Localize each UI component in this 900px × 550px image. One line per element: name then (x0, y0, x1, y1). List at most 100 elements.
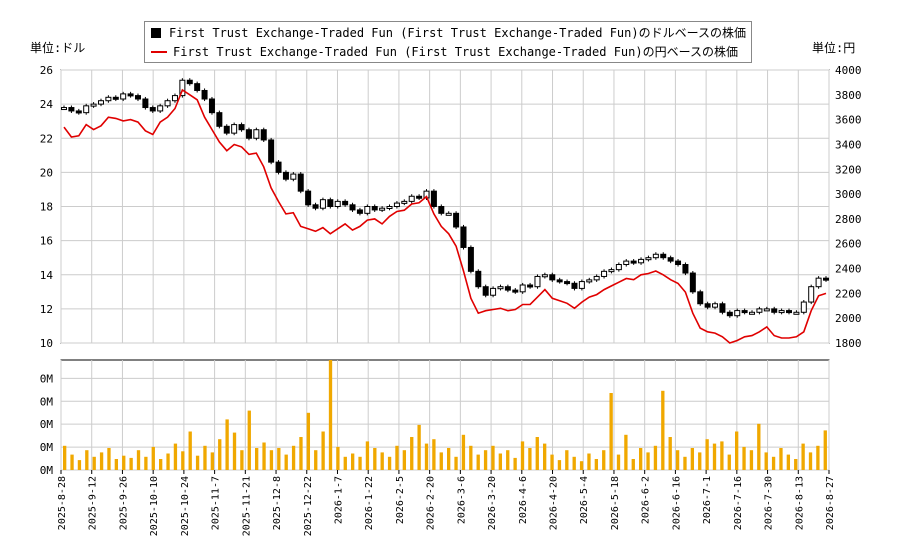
candle-body (61, 107, 67, 111)
x-tick-label: 2026-7-1 (702, 476, 713, 524)
right-y-tick-label: 3800 (835, 89, 862, 102)
volume-bar (513, 457, 517, 470)
candle-body (460, 226, 467, 248)
right-y-tick-label: 2200 (835, 287, 862, 300)
volume-bar (92, 456, 96, 470)
candle-body (756, 308, 763, 313)
volume-bar (794, 459, 798, 470)
left-y-tick-label: 12 (40, 303, 53, 316)
x-axis: 2025-8-28 2025-9-12 2025-9-26 2025-10-10 202… (57, 470, 836, 536)
volume-bar (476, 454, 480, 470)
candle-body (601, 270, 608, 277)
volume-bar (247, 410, 251, 470)
candle-body (105, 96, 112, 102)
jpy-price-series (63, 88, 827, 344)
candle-body (623, 260, 630, 266)
volume-y-tick-label: 0M (40, 418, 54, 431)
candle-body (438, 206, 445, 214)
x-tick-label: 2026-6-2 (641, 476, 652, 524)
volume-bar (262, 442, 266, 470)
left-y-tick-label: 18 (40, 201, 53, 214)
volume-bar (764, 452, 768, 470)
candle-body (504, 286, 511, 291)
candle-body (482, 286, 489, 296)
candle-body (726, 311, 733, 317)
candle-body (356, 209, 363, 214)
jpy-price-line (63, 88, 827, 344)
candle-body (68, 107, 75, 112)
candle-body (719, 303, 726, 313)
volume-bar (594, 459, 599, 470)
volume-bar (114, 459, 119, 470)
volume-bar (506, 450, 510, 470)
volume-y-tick-label: 0M (40, 464, 54, 477)
candle-body (490, 287, 497, 296)
volume-bar (380, 452, 384, 470)
volume-bar (240, 450, 244, 470)
candle-body (534, 275, 541, 288)
volume-bar (166, 453, 170, 470)
volume-bar (543, 443, 547, 470)
volume-bar (328, 360, 333, 470)
candle-body (282, 171, 289, 180)
right-y-tick-label: 2400 (835, 263, 862, 276)
candle-body (638, 258, 645, 264)
x-tick-label: 2026-6-16 (671, 476, 682, 530)
candle-body (120, 93, 127, 100)
volume-bar (424, 443, 429, 470)
candle-body (541, 274, 548, 278)
volume-bar (816, 445, 820, 470)
left-y-tick-label: 16 (40, 235, 53, 248)
candle-body (586, 279, 593, 283)
price-gridlines (60, 69, 830, 344)
volume-bar (712, 443, 717, 470)
candle-body (815, 277, 822, 288)
candle-body (556, 279, 563, 283)
volume-bar (735, 431, 739, 470)
candle-body (564, 281, 571, 285)
candle-body (364, 206, 371, 214)
volume-bar (461, 434, 466, 470)
candle-body (416, 195, 423, 199)
volume-bar (85, 450, 89, 470)
candle-body (467, 246, 474, 272)
candle-body (134, 95, 141, 100)
right-y-tick-label: 4000 (835, 64, 862, 77)
legend-item-usd: First Trust Exchange-Traded Fun (First T… (151, 24, 746, 42)
candle-body (578, 281, 585, 289)
candle-body (749, 311, 756, 315)
candle-body (334, 200, 341, 208)
volume-bar (447, 448, 451, 470)
candle-body (142, 98, 149, 109)
volume-bar (144, 456, 148, 470)
candle-body (608, 269, 615, 273)
candle-body (571, 282, 578, 289)
candle-body (297, 173, 304, 192)
volume-bar (454, 456, 458, 470)
volume-bar (181, 451, 185, 470)
candle-body (675, 260, 682, 266)
candle-body (786, 310, 793, 314)
candle-body (682, 264, 689, 274)
volume-bar (646, 452, 650, 470)
right-y-tick-label: 3400 (835, 138, 862, 151)
volume-bar (195, 455, 200, 470)
candle-body (112, 96, 119, 100)
volume-bar (173, 443, 178, 470)
x-tick-label: 2025-8-28 (57, 476, 68, 530)
volume-bar (70, 454, 74, 470)
volume-bar (683, 456, 687, 470)
volume-bar (77, 460, 82, 470)
volume-bar (291, 445, 296, 470)
volume-y-tick-label: 0M (40, 372, 54, 385)
volume-bar (277, 448, 281, 470)
x-tick-label: 2025-11-7 (211, 476, 222, 530)
x-tick-label: 2026-7-30 (764, 476, 775, 530)
volume-bar (402, 450, 407, 470)
legend-item-jpy: First Trust Exchange-Traded Fun (First T… (151, 43, 738, 61)
volume-bar (801, 443, 805, 470)
volume-bar (690, 448, 695, 470)
volume-bar (557, 460, 562, 470)
volume-bar (483, 450, 488, 470)
candle-body (275, 161, 282, 173)
